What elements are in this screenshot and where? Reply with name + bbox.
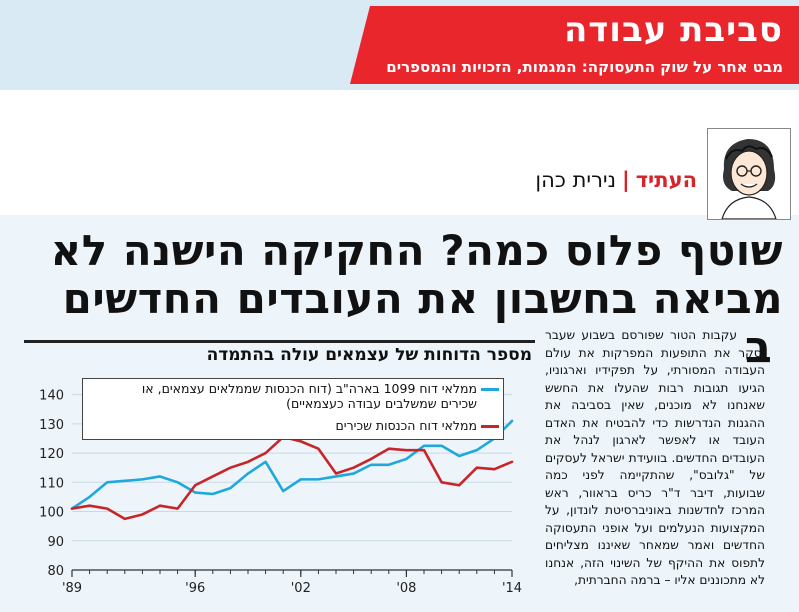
- x-tick-label: '08: [396, 581, 416, 595]
- article-text: עקבות הטור שפורסם בשבוע שעבר וסקר את התו…: [545, 328, 765, 587]
- chart-plot: 80 90 100 110 120 130 140 '89 '96 '02 '08 '14: [39, 389, 522, 595]
- y-tick-label: 110: [39, 476, 64, 491]
- section-header: סביבת עבודה מבט אחר על שוק התעסוקה: המגמ…: [0, 0, 799, 90]
- x-tick-label: '96: [185, 581, 205, 595]
- x-tick-label: '02: [291, 581, 311, 595]
- byline: העתיד|נירית כהן: [535, 168, 697, 192]
- author-name: נירית כהן: [535, 168, 617, 192]
- article-headline: שוטף פלוס כמה? החקיקה הישנה לא מביאה בחש…: [20, 227, 783, 323]
- y-tick-label: 120: [39, 447, 64, 462]
- y-tick-label: 80: [47, 564, 64, 579]
- legend-swatch-salaried: [481, 425, 499, 428]
- series-line-1099-filers: [70, 419, 514, 510]
- y-tick-label: 90: [47, 535, 64, 550]
- y-tick-label: 100: [39, 506, 64, 521]
- x-tick-label: '14: [502, 581, 522, 595]
- byline-tag: העתיד: [635, 168, 697, 192]
- chart-top-rule: [24, 340, 535, 343]
- section-subtitle: מבט אחר על שוק התעסוקה: המגמות, הזכויות …: [386, 58, 783, 76]
- headline-line-2: מביאה בחשבון את העובדים החדשים: [62, 274, 783, 323]
- y-tick-label: 140: [39, 389, 64, 404]
- chart-title: מספר הדוחות של עצמאים עולה בהתמדה: [206, 345, 532, 365]
- y-tick-label: 130: [39, 418, 64, 433]
- byline-separator: |: [622, 168, 630, 192]
- headline-line-1: שוטף פלוס כמה? החקיקה הישנה לא: [50, 226, 783, 275]
- author-portrait: [707, 128, 791, 220]
- section-title: סביבת עבודה: [563, 10, 783, 50]
- legend-swatch-1099: [481, 388, 499, 391]
- author-portrait-drawing: [721, 139, 777, 220]
- header-red-banner: [350, 6, 799, 84]
- chart-legend: ממלאי דוח 1099 בארה"ב (דוח הכנסות שממלאי…: [82, 378, 504, 440]
- legend-label-1099: ממלאי דוח 1099 בארה"ב (דוח הכנסות שממלאי…: [141, 381, 477, 411]
- drop-cap: ב: [745, 322, 772, 373]
- legend-label-salaried: ממלאי דוח הכנסות שכירים: [335, 418, 477, 433]
- article-body: עקבות הטור שפורסם בשבוע שעבר וסקר את התו…: [545, 327, 765, 590]
- x-tick-label: '89: [62, 581, 82, 595]
